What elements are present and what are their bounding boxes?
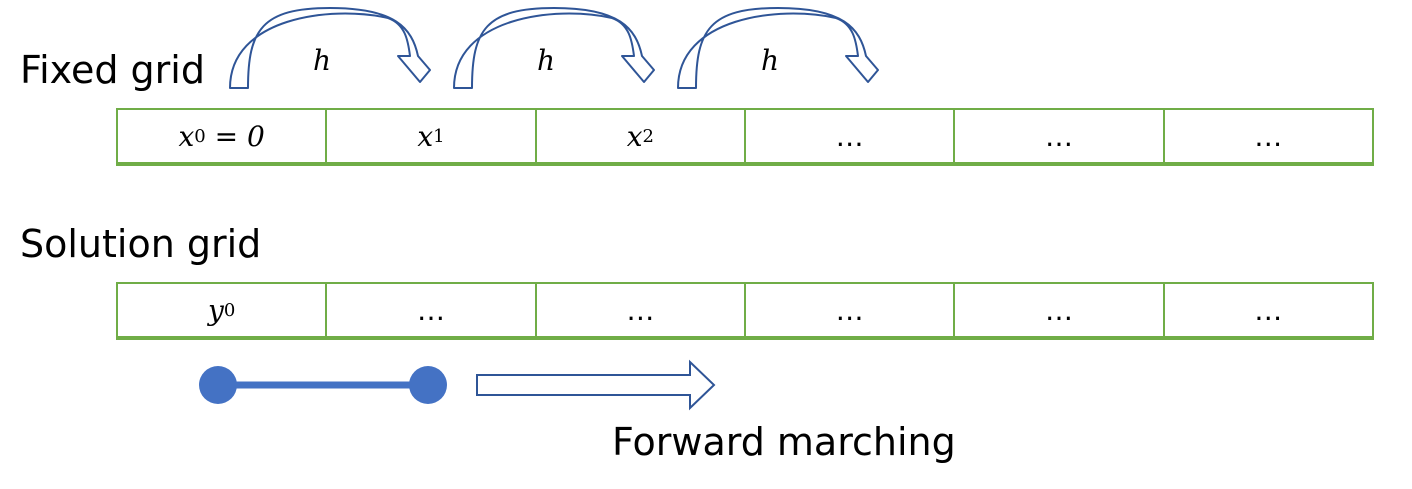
fixed-grid-cell-variable: x — [626, 119, 643, 153]
solution-grid-title: Solution grid — [20, 222, 262, 266]
fixed-grid-cell-variable: x — [178, 119, 195, 153]
fixed-grid-title: Fixed grid — [20, 48, 205, 92]
solution-grid-cell-4: … — [955, 284, 1165, 336]
solution-grid-cell-2: … — [537, 284, 746, 336]
forward-arrow-icon — [476, 359, 716, 411]
step-arrow-icon: h — [677, 7, 879, 89]
fixed-grid-cell-4: … — [955, 110, 1165, 162]
solution-grid: y 0…………… — [116, 282, 1374, 340]
forward-marching-caption: Forward marching — [612, 420, 956, 464]
solution-grid-cell-subscript: 0 — [223, 299, 236, 321]
step-arrow-icon: h — [453, 7, 655, 89]
fixed-grid-cell-subscript: 1 — [433, 125, 445, 147]
stencil-node-left — [199, 366, 237, 404]
fixed-grid-cell-5: … — [1165, 110, 1374, 162]
solution-grid-cell-1: … — [327, 284, 537, 336]
step-arrow-icon: h — [229, 7, 431, 89]
solution-grid-cell-3: … — [746, 284, 956, 336]
fixed-grid-cell-variable: x — [417, 119, 434, 153]
stencil-node-right — [409, 366, 447, 404]
step-size-label: h — [537, 44, 555, 77]
fixed-grid-cell-3: … — [746, 110, 956, 162]
step-size-label: h — [313, 44, 331, 77]
step-size-label: h — [761, 44, 779, 77]
fixed-grid-cell-subscript: 0 — [194, 125, 206, 147]
fixed-grid-cell-subscript: 2 — [642, 125, 654, 147]
solution-grid-cell-5: … — [1165, 284, 1374, 336]
solution-grid-cell-variable: y — [208, 293, 224, 327]
fixed-grid-cell-suffix: = 0 — [205, 119, 265, 153]
